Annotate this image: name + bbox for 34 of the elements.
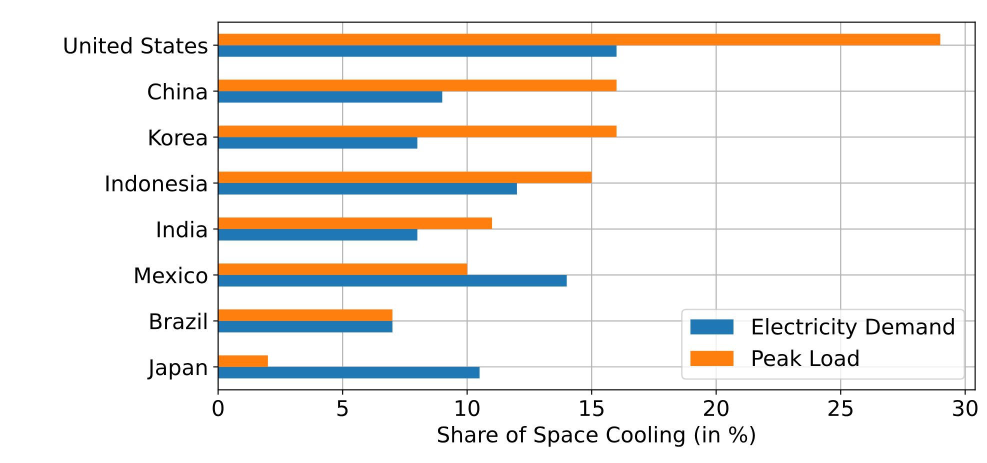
x-tick-label: 25 [828, 400, 852, 416]
bar [218, 34, 940, 46]
bar [218, 366, 480, 378]
bar [218, 263, 468, 275]
bar [218, 137, 418, 149]
bar [218, 309, 392, 321]
bar [218, 229, 418, 240]
x-tick-label: 5 [337, 400, 348, 416]
bar [218, 91, 442, 103]
bar [218, 45, 617, 57]
x-tick-label: 0 [212, 400, 224, 416]
bar [218, 274, 567, 286]
bar [218, 355, 268, 367]
y-tick-label: China [148, 82, 206, 100]
y-tick-label: United States [64, 37, 208, 54]
y-tick-label: Mexico [135, 266, 208, 284]
bar [218, 80, 617, 92]
x-tick-label: 30 [953, 400, 978, 416]
y-tick-label: Indonesia [106, 174, 206, 192]
legend-label: Peak Load [752, 350, 858, 366]
y-tick-label: India [158, 220, 206, 238]
legend-label: Electricity Demand [752, 318, 954, 339]
x-tick-label: 10 [456, 400, 480, 416]
bar [218, 218, 492, 230]
x-tick-label: 15 [580, 400, 604, 416]
x-tick-label: 20 [704, 400, 728, 416]
bar [218, 172, 592, 184]
bar [218, 183, 517, 195]
y-tick-label: Korea [150, 130, 206, 146]
y-tick-label: Japan [147, 359, 207, 380]
bar [218, 126, 617, 138]
x-axis-title: Share of Space Cooling (in %) [438, 426, 755, 447]
y-tick-label: Brazil [150, 312, 206, 330]
bar [218, 320, 392, 332]
